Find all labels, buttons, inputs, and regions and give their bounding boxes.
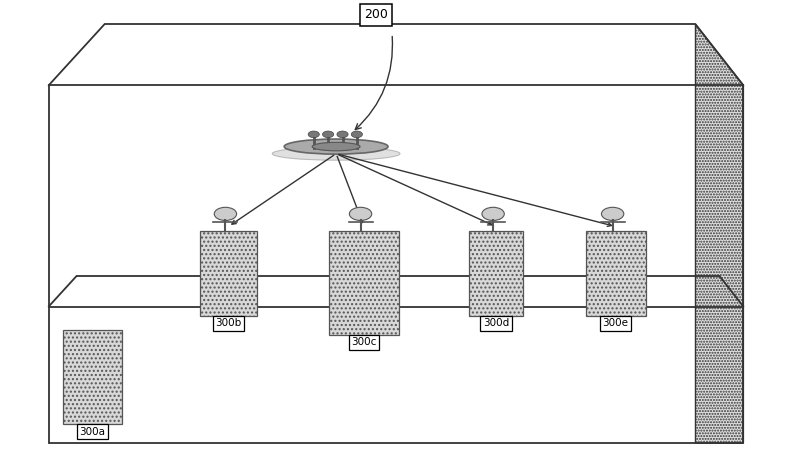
Text: 300a: 300a [79, 427, 106, 437]
Bar [586, 231, 646, 316]
Polygon shape [695, 24, 743, 443]
Ellipse shape [272, 147, 400, 160]
Text: 300c: 300c [351, 337, 377, 347]
Bar [329, 231, 399, 335]
Text: 300b: 300b [215, 318, 242, 329]
Ellipse shape [284, 139, 388, 154]
Circle shape [602, 207, 624, 220]
Bar [49, 85, 743, 443]
Bar [62, 330, 122, 424]
Circle shape [337, 131, 348, 138]
Circle shape [308, 131, 319, 138]
Bar [199, 231, 257, 316]
Text: 200: 200 [364, 8, 388, 21]
Bar [469, 231, 523, 316]
Circle shape [350, 207, 372, 220]
Text: 300d: 300d [482, 318, 509, 329]
Circle shape [482, 207, 504, 220]
Circle shape [322, 131, 334, 138]
Circle shape [351, 131, 362, 138]
Ellipse shape [312, 143, 360, 151]
Text: 300e: 300e [602, 318, 629, 329]
Circle shape [214, 207, 237, 220]
